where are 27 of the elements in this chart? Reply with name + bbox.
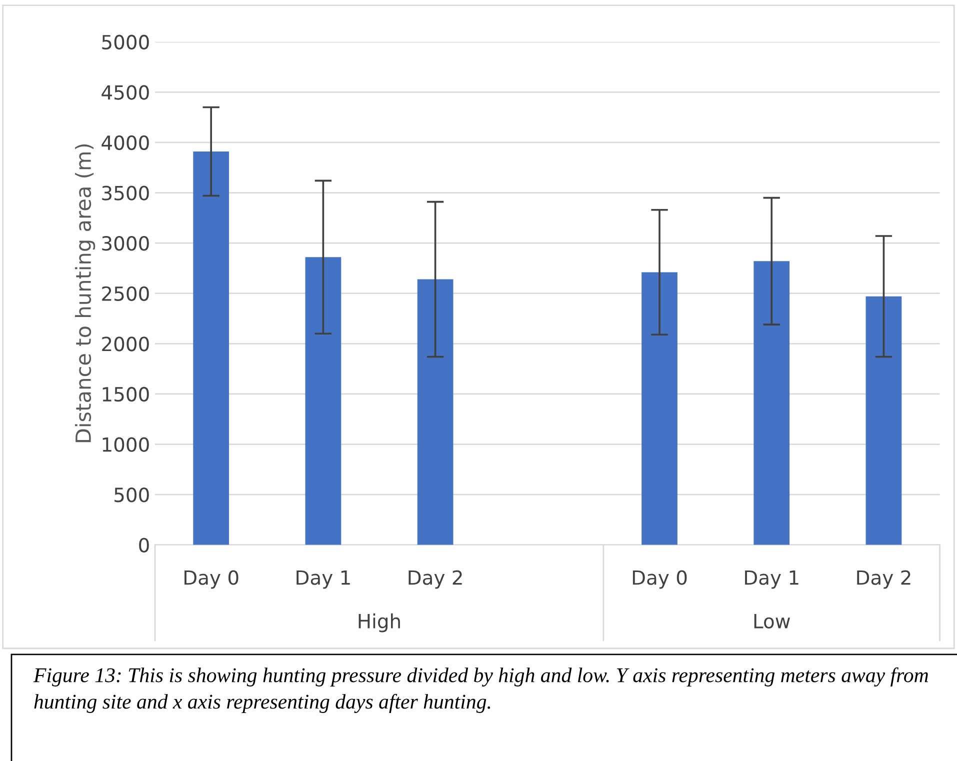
y-axis-title: Distance to hunting area (m): [74, 144, 96, 442]
bar: [642, 272, 678, 545]
y-tick-label: 4500: [102, 85, 149, 100]
y-tick-label: 4000: [102, 135, 149, 150]
x-tick-label: Day 2: [857, 570, 910, 589]
text: Low: [754, 614, 790, 628]
x-tick-label: Day 1: [296, 570, 350, 589]
y-tick-label: 1500: [102, 386, 149, 402]
y-tick-label: 2500: [102, 286, 149, 302]
x-tick-label: Day 2: [408, 570, 462, 589]
y-tick-label: 2000: [102, 336, 149, 352]
bar: [866, 296, 902, 545]
y-tick-label: 3000: [102, 236, 149, 251]
bar: [305, 257, 342, 545]
x-tick-label: Day 1: [745, 570, 798, 589]
bar: [754, 261, 790, 545]
y-tick-label: 5000: [102, 34, 149, 50]
y-tick-label: 3500: [102, 186, 149, 200]
text: High: [358, 613, 400, 632]
x-tick-label: Day 0: [184, 570, 238, 589]
bar: [417, 279, 454, 545]
y-tick-label: 1000: [102, 437, 149, 452]
x-tick-label: Day 0: [632, 570, 687, 589]
bar: [193, 152, 230, 545]
caption: Figure 13: This is showing hunting pressure divided by high and low. Y axis representing meters away from hunting site and x axis representing days after hunting.: [33, 667, 928, 714]
y-tick-label: 0: [139, 538, 149, 553]
y-tick-label: 500: [114, 488, 149, 502]
